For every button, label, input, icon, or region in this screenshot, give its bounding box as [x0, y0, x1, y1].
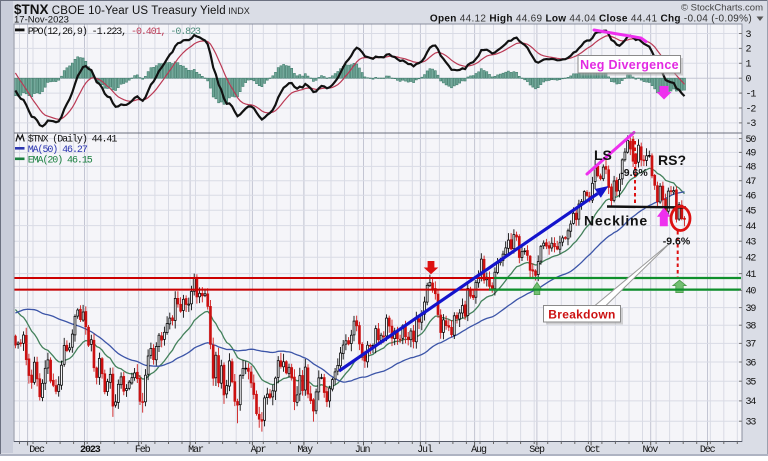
svg-text:MA(50) 46.27: MA(50) 46.27: [28, 144, 88, 156]
svg-text:-9.6%: -9.6%: [663, 236, 691, 248]
svg-text:35: 35: [746, 378, 757, 389]
svg-text:-9.6%: -9.6%: [620, 167, 648, 179]
svg-text:34: 34: [746, 397, 757, 408]
svg-text:-2: -2: [746, 104, 757, 115]
svg-text:1: 1: [746, 60, 752, 71]
svg-text:Mar: Mar: [188, 445, 204, 456]
svg-text:40: 40: [746, 287, 757, 298]
svg-text:Jun: Jun: [355, 445, 371, 456]
svg-text:May: May: [297, 445, 313, 456]
svg-text:Aug: Aug: [471, 445, 487, 456]
svg-text:Neckline: Neckline: [584, 213, 648, 229]
svg-text:37: 37: [746, 340, 757, 351]
svg-text:42: 42: [746, 254, 757, 265]
svg-text:2: 2: [746, 45, 752, 56]
svg-text:43: 43: [746, 238, 757, 249]
svg-text:Breakdown: Breakdown: [548, 308, 615, 322]
svg-text:Apr: Apr: [251, 445, 267, 456]
svg-text:-1: -1: [746, 89, 757, 100]
svg-text:0: 0: [746, 75, 752, 86]
svg-text:Dec: Dec: [29, 445, 45, 456]
svg-text:17-Nov-2023: 17-Nov-2023: [14, 15, 69, 26]
svg-text:36: 36: [746, 358, 757, 369]
svg-text:39: 39: [746, 304, 757, 315]
svg-text:Nov: Nov: [643, 445, 659, 456]
svg-text:Open 44.12 High 44.69 Low 44.0: Open 44.12 High 44.69 Low 44.04 Close 44…: [430, 14, 752, 25]
svg-text:Dec: Dec: [700, 445, 716, 456]
svg-text:-3: -3: [746, 119, 757, 130]
svg-text:LS: LS: [594, 147, 612, 163]
svg-text:45: 45: [746, 207, 757, 218]
svg-text:38: 38: [746, 322, 757, 333]
svg-text:Jul: Jul: [417, 444, 433, 456]
svg-text:48: 48: [746, 163, 757, 174]
svg-text:33: 33: [746, 418, 757, 429]
svg-text:49: 49: [746, 149, 757, 160]
svg-text:2023: 2023: [80, 445, 101, 456]
svg-text:EMA(20) 46.15: EMA(20) 46.15: [28, 155, 93, 167]
svg-text:46: 46: [746, 192, 757, 203]
svg-text:PPO(12,26,9) -1.223, -0.401, -: PPO(12,26,9) -1.223, -0.401, -0.823: [28, 26, 201, 38]
svg-text:50: 50: [746, 135, 757, 146]
svg-text:44: 44: [746, 222, 757, 233]
svg-text:RS?: RS?: [658, 152, 686, 168]
svg-text:41: 41: [746, 270, 757, 281]
svg-text:Neg Divergence: Neg Divergence: [580, 58, 679, 72]
svg-text:Sep: Sep: [529, 445, 545, 456]
svg-text:© StockCharts.com: © StockCharts.com: [681, 3, 763, 14]
svg-text:Feb: Feb: [135, 444, 151, 456]
svg-text:3: 3: [746, 30, 752, 41]
svg-text:Oct: Oct: [585, 445, 600, 456]
svg-text:$TNX CBOE 10-Year US Treasury: $TNX CBOE 10-Year US Treasury Yield INDX: [14, 2, 250, 17]
svg-text:47: 47: [746, 177, 757, 188]
svg-text:$TNX (Daily) 44.41: $TNX (Daily) 44.41: [28, 134, 118, 146]
